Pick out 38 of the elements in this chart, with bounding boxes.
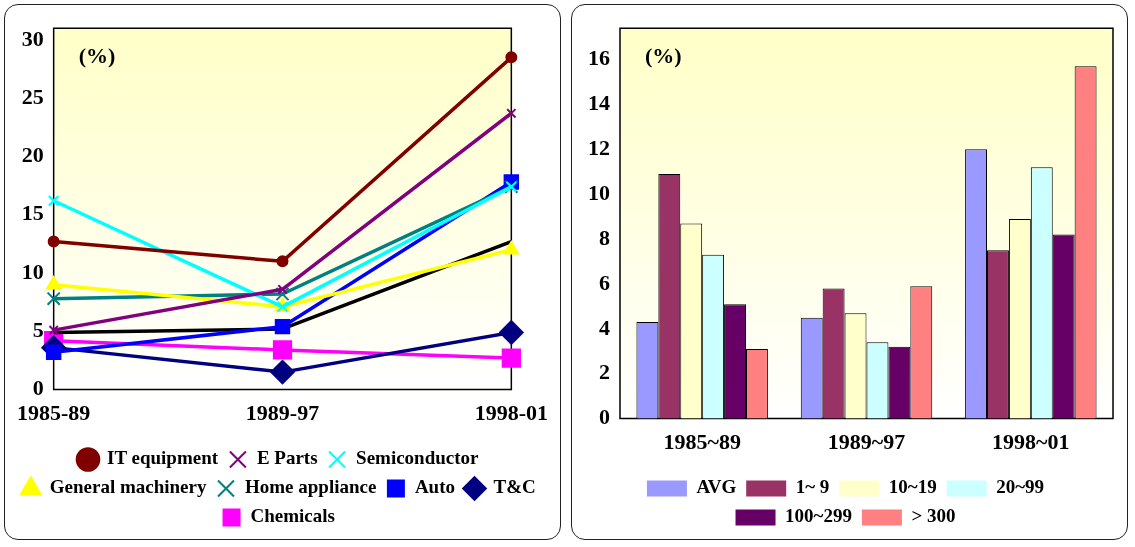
y-axis-title: (%) <box>645 42 682 68</box>
y-tick-label: 16 <box>588 45 610 71</box>
x-tick-label: 1998-01 <box>474 400 548 426</box>
y-tick-label: 10 <box>21 258 44 284</box>
legend-label: > 300 <box>911 505 956 527</box>
x-tick-label: 1989-97 <box>245 400 320 426</box>
legend-label: T&C <box>493 476 536 498</box>
legend-label: Home appliance <box>244 476 377 498</box>
legend-label: 1~ 9 <box>795 476 830 498</box>
y-tick-label: 4 <box>599 314 610 340</box>
x-tick-label: 1985~89 <box>663 429 741 455</box>
legend-label: 100~299 <box>785 505 852 527</box>
y-tick-label: 30 <box>21 25 44 51</box>
x-tick-label: 1985-89 <box>17 400 91 426</box>
y-tick-label: 5 <box>32 317 44 342</box>
legend-label: 20~99 <box>996 476 1045 498</box>
legend-label: Chemicals <box>250 505 335 527</box>
y-tick-label: 20 <box>21 142 44 168</box>
y-tick-label: 10 <box>588 179 610 205</box>
legend-label: IT equipment <box>107 447 219 469</box>
legend-label: Auto <box>414 476 456 498</box>
y-tick-label: 15 <box>21 200 44 226</box>
y-tick-label: 14 <box>588 90 610 116</box>
legend-label: General machinery <box>49 476 207 498</box>
y-tick-label: 8 <box>599 224 610 250</box>
y-tick-label: 6 <box>599 269 610 295</box>
y-tick-label: 12 <box>588 135 610 161</box>
legend-label: 10~19 <box>888 476 937 498</box>
legend-label: Semiconductor <box>356 447 480 469</box>
legend-label: AVG <box>696 476 737 498</box>
x-tick-label: 1989~97 <box>827 429 906 455</box>
y-tick-label: 2 <box>599 359 610 385</box>
y-tick-label: 0 <box>599 404 610 430</box>
x-tick-label: 1998~01 <box>992 429 1070 455</box>
y-axis-title: (%) <box>78 42 116 68</box>
legend-label: E Parts <box>256 447 318 469</box>
y-tick-label: 0 <box>32 375 44 401</box>
y-tick-label: 25 <box>21 83 44 109</box>
